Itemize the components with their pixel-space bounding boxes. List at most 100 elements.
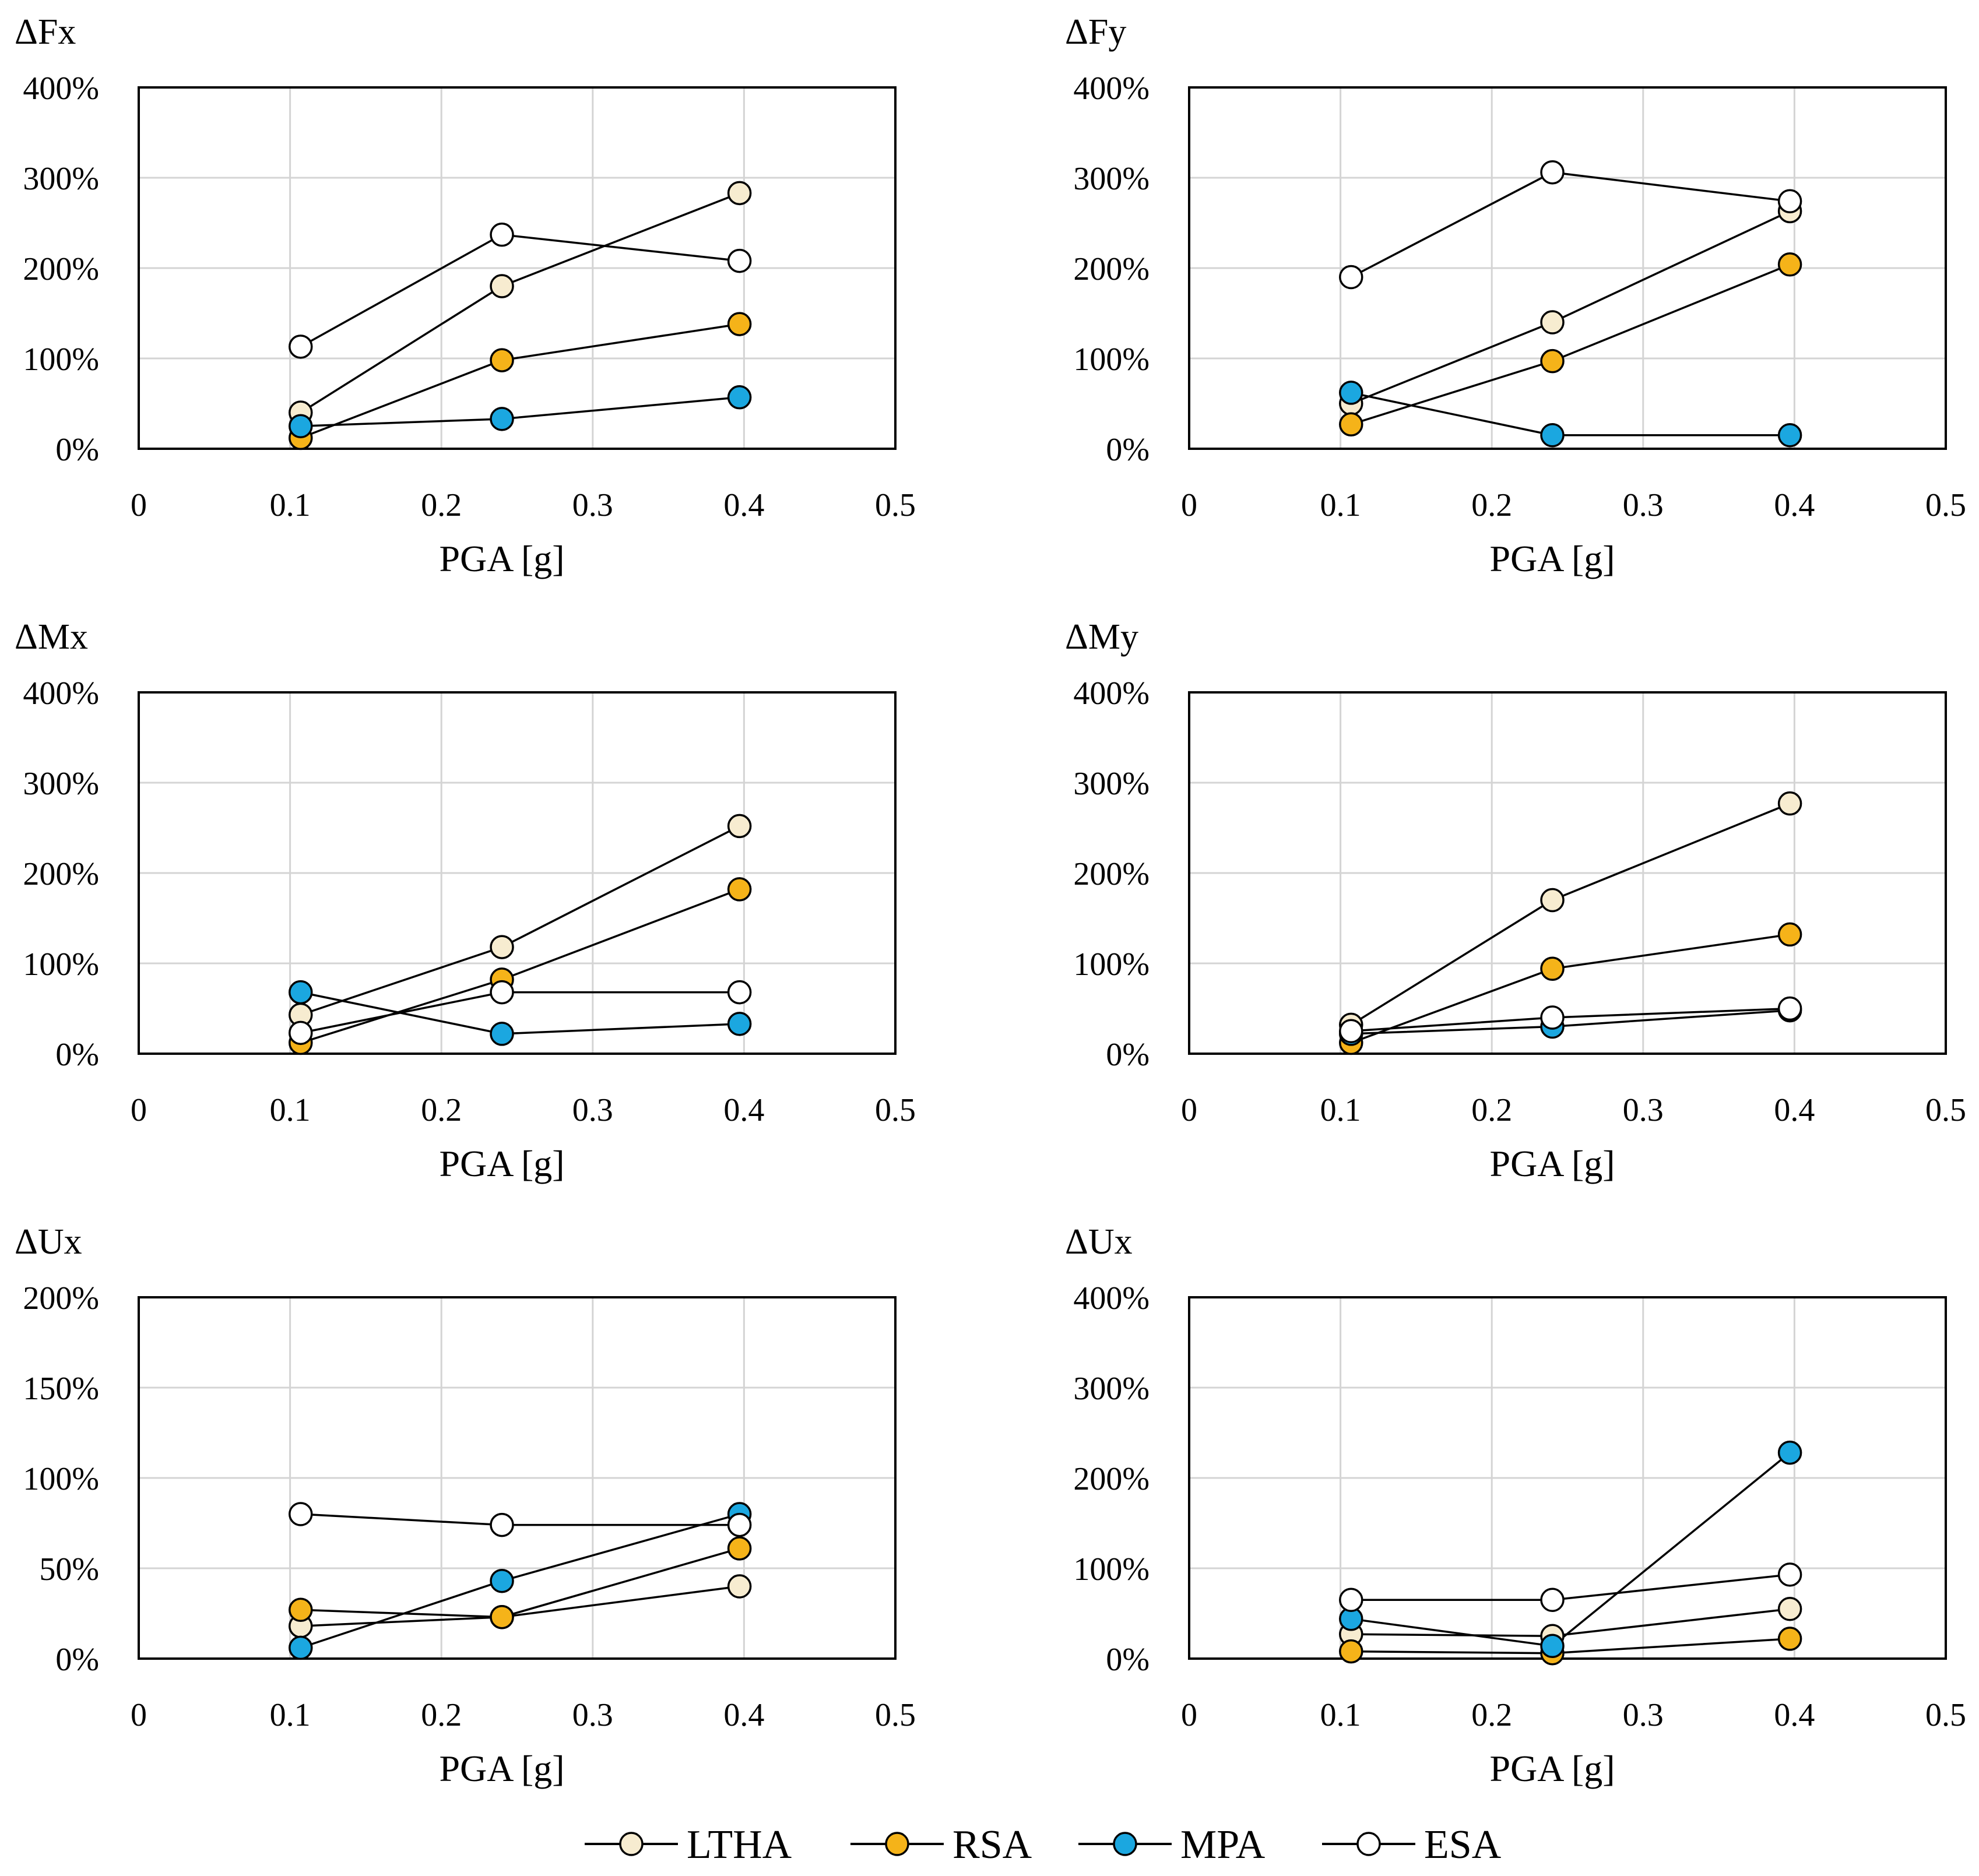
data-point-esa: [1339, 1019, 1363, 1043]
plot-frame: [1188, 1296, 1947, 1660]
x-tick-label: 0.1: [270, 1092, 311, 1128]
y-tick-label: 0%: [55, 432, 99, 468]
legend-label-mpa: MPA: [1180, 1822, 1266, 1867]
data-point-rsa: [727, 877, 752, 902]
series-markers: [1339, 1440, 1802, 1666]
gridlines: [1189, 87, 1946, 449]
plot-frame: [1188, 86, 1947, 450]
x-tick-label: 0.3: [572, 1697, 613, 1733]
x-tick-label: 0.2: [421, 1092, 462, 1128]
data-point-ltha: [490, 935, 514, 959]
y-tick-label: 0%: [55, 1037, 99, 1073]
y-tick-label: 300%: [23, 766, 99, 802]
y-tick-label: 0%: [1106, 1037, 1150, 1073]
series-markers: [289, 1502, 752, 1660]
y-tick-label: 100%: [23, 1461, 99, 1497]
legend-marker-rsa: [885, 1832, 909, 1856]
data-point-esa: [289, 335, 313, 359]
data-point-mpa: [289, 1635, 313, 1660]
x-axis-label: PGA [g]: [439, 538, 564, 579]
x-tick-label: 0.1: [270, 1697, 311, 1733]
gridlines: [139, 1297, 895, 1659]
data-point-mpa: [1540, 423, 1565, 448]
plot-frame: [138, 86, 897, 450]
plot-frame: [1188, 691, 1947, 1055]
series-markers: [1339, 791, 1802, 1055]
data-point-rsa: [1540, 956, 1565, 981]
x-tick-label: 0.2: [1471, 1092, 1512, 1128]
data-point-rsa: [289, 1597, 313, 1622]
data-point-mpa: [1540, 1634, 1565, 1659]
chart-panel-3: ΔMx 0% 100% 200% 300% 400% 0 0.1 0.2 0.3 0.4 0.5 PGA…: [15, 617, 916, 1184]
data-point-esa: [727, 980, 752, 1005]
x-tick-label: 0: [1181, 1092, 1197, 1128]
y-tick-label: 50%: [39, 1551, 99, 1588]
x-tick-label: 0.5: [1925, 487, 1966, 523]
legend-marker-ltha: [619, 1832, 644, 1856]
x-axis-label: PGA [g]: [1489, 538, 1615, 579]
legend-label-rsa: RSA: [952, 1822, 1032, 1867]
x-tick-label: 0.1: [1320, 487, 1361, 523]
x-tick-label: 0.1: [1320, 1697, 1361, 1733]
data-point-mpa: [1777, 1440, 1802, 1465]
y-tick-label: 400%: [1073, 71, 1150, 107]
legend: LTHA RSA MPA ESA: [585, 1822, 1502, 1867]
legend-label-esa: ESA: [1424, 1822, 1502, 1867]
data-point-mpa: [289, 414, 313, 438]
y-tick-label: 200%: [23, 1280, 99, 1317]
x-tick-label: 0.4: [723, 487, 764, 523]
y-tick-label: 150%: [23, 1371, 99, 1407]
data-point-rsa: [1339, 412, 1363, 437]
data-point-ltha: [490, 274, 514, 298]
data-point-ltha: [1777, 1597, 1802, 1621]
x-tick-label: 0.5: [875, 487, 916, 523]
x-tick-label: 0.4: [1774, 487, 1815, 523]
legend-marker-mpa: [1113, 1832, 1137, 1856]
x-tick-label: 0.1: [1320, 1092, 1361, 1128]
data-point-esa: [727, 1512, 752, 1537]
plot-frame: [138, 691, 897, 1055]
data-point-mpa: [727, 385, 752, 410]
x-tick-label: 0.4: [1774, 1697, 1815, 1733]
x-tick-label: 0.5: [1925, 1092, 1966, 1128]
data-point-mpa: [289, 980, 313, 1005]
chart-title: ΔUx: [15, 1222, 82, 1262]
data-point-ltha: [1777, 791, 1802, 816]
x-tick-label: 0.5: [1925, 1697, 1966, 1733]
chart-title: ΔFx: [15, 12, 76, 52]
x-tick-label: 0.2: [421, 487, 462, 523]
x-tick-label: 0.2: [421, 1697, 462, 1733]
chart-panel-6: ΔUx 0% 100% 200% 300% 400% 0 0.1 0.2 0.3 0.4 0.5 PGA…: [1065, 1222, 1966, 1789]
x-tick-label: 0.3: [1623, 1697, 1664, 1733]
data-point-esa: [1540, 1005, 1565, 1030]
y-tick-label: 200%: [1073, 1461, 1150, 1497]
chart-title: ΔMy: [1065, 617, 1138, 657]
x-tick-label: 0.3: [572, 487, 613, 523]
gridlines: [1189, 692, 1946, 1054]
data-point-esa: [1777, 1562, 1802, 1587]
x-axis-label: PGA [g]: [1489, 1143, 1615, 1184]
y-tick-label: 200%: [23, 251, 99, 287]
x-tick-label: 0.2: [1471, 487, 1512, 523]
data-point-mpa: [727, 1012, 752, 1036]
data-point-ltha: [727, 181, 752, 206]
series-markers: [289, 814, 752, 1055]
data-point-mpa: [1339, 381, 1363, 405]
x-tick-label: 0: [131, 487, 147, 523]
y-tick-label: 400%: [1073, 1280, 1150, 1317]
x-tick-label: 0.3: [1623, 487, 1664, 523]
y-tick-label: 0%: [55, 1642, 99, 1678]
data-point-esa: [490, 980, 514, 1005]
y-tick-label: 0%: [1106, 1642, 1150, 1678]
data-point-ltha: [1540, 888, 1565, 913]
data-point-rsa: [727, 1536, 752, 1561]
y-tick-label: 300%: [1073, 766, 1150, 802]
chart-panel-1: ΔFx 0% 100% 200% 300% 400% 0 0.1 0.2 0.3 0.4 0.5 PGA…: [15, 12, 916, 579]
data-point-rsa: [1540, 349, 1565, 374]
x-axis-label: PGA [g]: [439, 1143, 564, 1184]
chart-title: ΔMx: [15, 617, 88, 657]
data-point-esa: [1777, 189, 1802, 214]
plot-frame: [138, 1296, 897, 1660]
y-tick-label: 200%: [1073, 856, 1150, 892]
